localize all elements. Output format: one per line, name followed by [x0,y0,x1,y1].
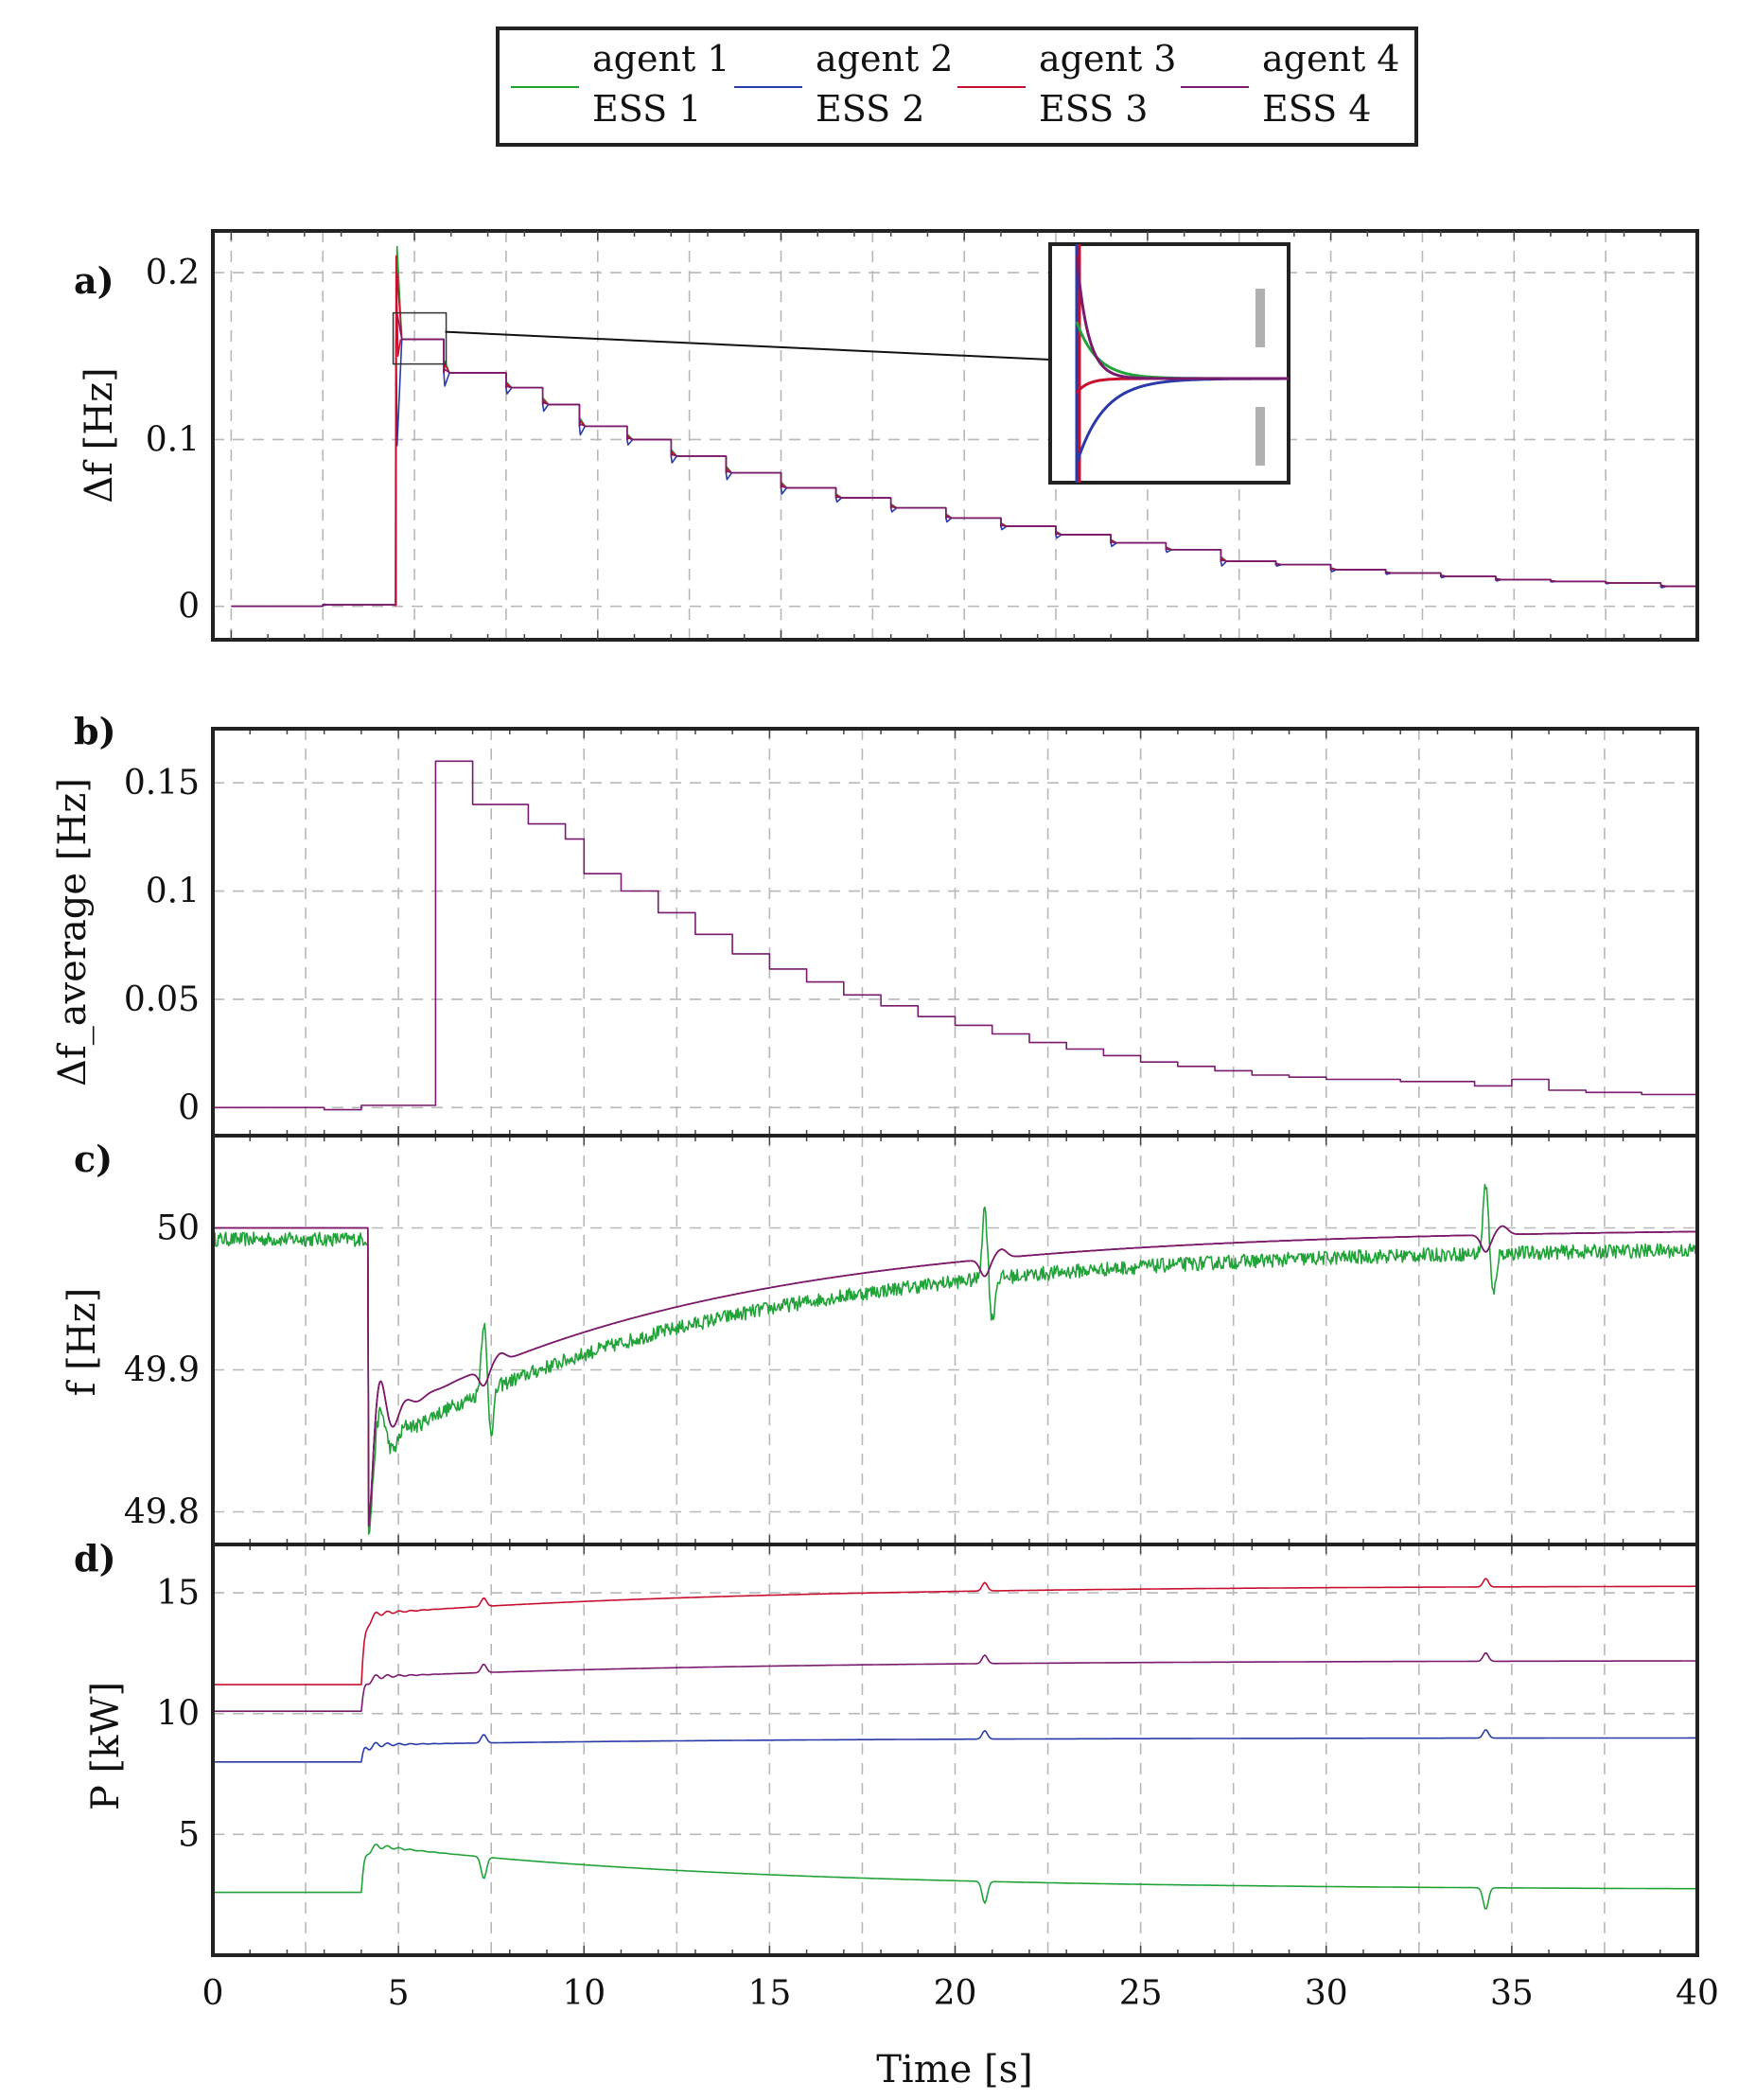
panel-d-series [213,1578,1697,1910]
panel-d-ylabel: P [kW] [84,1682,128,1810]
legend-label-agent-4: agent 4 [1262,38,1399,79]
zoom-marker-upper [1255,289,1265,347]
zoom-source-box [392,311,448,365]
panel-a-frame [211,229,1699,642]
y-tick-label: 0.05 [124,980,200,1019]
panel-c-label: c) [74,1138,113,1180]
y-tick-label: 49.8 [124,1493,200,1532]
legend-label-ess-3: ESS 3 [1039,88,1148,130]
panel-d-grid [213,1544,1697,1955]
zoom-inset [392,242,1290,485]
x-tick-label: 40 [1676,1974,1719,2013]
y-tick-label: 0 [178,1088,200,1127]
y-tick-label: 0.1 [146,873,200,911]
x-tick-label: 10 [562,1974,606,2013]
y-tick-label: 0.2 [146,254,200,292]
panel-a-label: a) [74,259,114,302]
legend-label-agent-1: agent 1 [592,38,729,79]
x-tick-label: 0 [202,1974,224,2013]
y-tick-label: 15 [156,1574,200,1613]
series-line-agent-2 [213,1729,1697,1763]
zoom-inset-curves [1075,244,1289,483]
legend-label-ess-1: ESS 1 [592,88,701,130]
y-tick-label: 0.15 [124,764,200,803]
panel-c: 49.8 49.9 50 c) f [Hz] [61,1136,1697,1544]
series-line-agent-4 [213,1225,1697,1527]
legend-label-ess-2: ESS 2 [816,88,924,130]
panel-b-series [213,760,1697,1111]
panel-d: 5 10 15 0 5 10 15 20 25 30 35 40 d) P [kW] Time [s] [74,1537,1719,2091]
legend-label-agent-3: agent 3 [1039,38,1176,79]
series-line-agent-4 [213,1652,1697,1712]
zoom-connector [445,330,1051,361]
legend-frame [496,26,1418,147]
panel-b-ylabel: Δf_average [Hz] [51,778,95,1086]
x-axis-label: Time [s] [876,2048,1033,2091]
x-tick-label: 30 [1305,1974,1348,2013]
panel-c-ylabel: f [Hz] [61,1288,104,1397]
x-tick-label: 20 [934,1974,977,2013]
legend: agent 1 ESS 1 agent 2 ESS 2 agent 3 ESS … [496,26,1418,147]
series-line-agent-1 [213,1844,1697,1910]
panel-a-ticks: 0 0.1 0.2 [146,231,1662,640]
panel-d-frame [211,1543,1699,1957]
y-tick-label: 49.9 [124,1351,200,1390]
panel-a: 0 0.1 0.2 a) Δf [Hz] [74,229,1699,642]
y-tick-label: 5 [178,1815,200,1854]
series-line-agent-4 [213,760,1697,1111]
zoom-curve-agent-4 [1075,255,1289,380]
panel-b-ticks: 0 0.05 0.1 0.15 [124,729,1661,1136]
x-tick-label: 15 [747,1974,791,2013]
panel-b-label: b) [74,710,116,752]
panel-d-label: d) [74,1537,116,1579]
series-line-agent-3 [213,1578,1697,1685]
zoom-marker-lower [1255,407,1265,466]
panel-a-grid [213,231,1697,640]
panel-a-series [231,245,1697,608]
panel-c-grid [213,1136,1697,1544]
legend-label-ess-4: ESS 4 [1262,88,1371,130]
panel-a-ylabel: Δf [Hz] [78,367,121,503]
series-line-agent-1 [213,1184,1697,1535]
x-tick-label: 35 [1490,1974,1534,2013]
panel-c-series [213,1184,1697,1535]
panel-b-grid [213,729,1697,1136]
series-line-agent-4 [231,311,1697,608]
x-tick-label: 25 [1119,1974,1163,2013]
y-tick-label: 0 [178,588,200,626]
y-tick-label: 50 [156,1209,200,1248]
zoom-inset-frame [1048,242,1290,485]
series-spike-agent-3 [395,255,402,607]
panel-b: 0 0.05 0.1 0.15 b) Δf_average [Hz] [51,710,1697,1136]
y-tick-label: 10 [156,1695,200,1734]
legend-label-agent-2: agent 2 [816,38,953,79]
panel-c-ticks: 49.8 49.9 50 [124,1136,1661,1544]
x-tick-label: 5 [388,1974,410,2013]
y-tick-label: 0.1 [146,420,200,459]
panel-d-ticks: 5 10 15 0 5 10 15 20 25 30 35 40 [156,1544,1719,2013]
